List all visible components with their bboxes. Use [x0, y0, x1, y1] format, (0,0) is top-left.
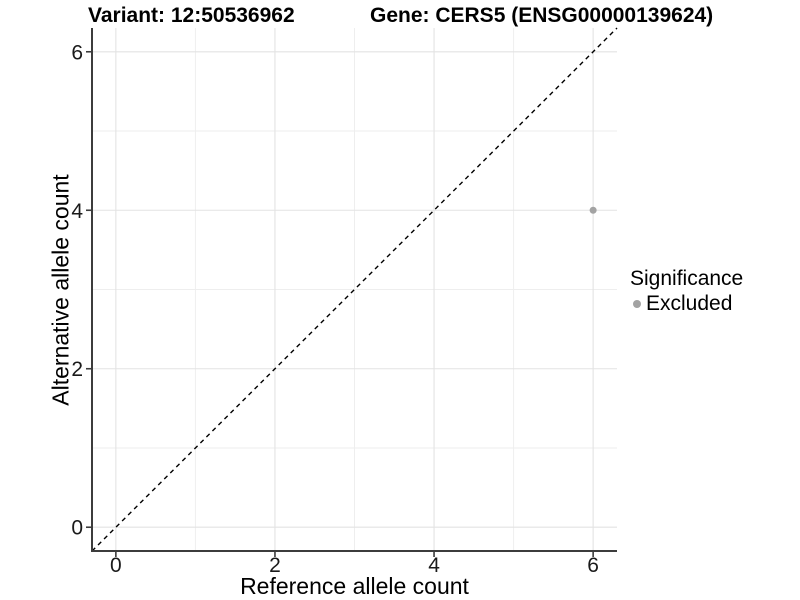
- legend-item-label: Excluded: [646, 292, 733, 315]
- x-tick-label: 6: [587, 554, 599, 577]
- legend-point-icon: [633, 300, 641, 308]
- legend-item-excluded: Excluded: [630, 292, 743, 316]
- y-axis-title: Alternative allele count: [47, 173, 73, 406]
- x-axis-title: Reference allele count: [240, 573, 469, 599]
- x-tick-label: 0: [110, 554, 122, 577]
- y-tick-label: 4: [71, 200, 83, 223]
- legend: Significance Excluded: [628, 266, 743, 316]
- x-tick-label: 2: [269, 554, 281, 577]
- plot-title-variant: Variant: 12:50536962: [88, 4, 295, 27]
- plot-title-gene: Gene: CERS5 (ENSG00000139624): [370, 4, 714, 27]
- y-tick-label: 2: [71, 358, 83, 381]
- legend-title: Significance: [630, 267, 744, 290]
- y-tick-label: 6: [71, 41, 83, 64]
- y-tick-label: 0: [71, 517, 83, 540]
- data-point: [589, 206, 597, 214]
- x-tick-label: 4: [428, 554, 440, 577]
